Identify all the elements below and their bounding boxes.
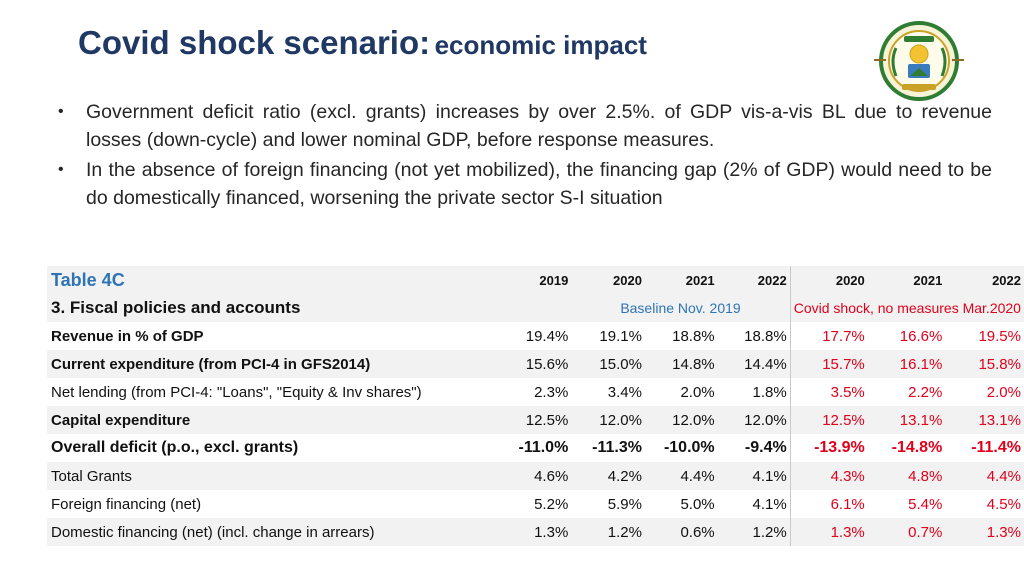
cell: 0.7% xyxy=(867,518,946,546)
cell: 2.0% xyxy=(986,383,1021,401)
cell: 1.2% xyxy=(717,518,791,546)
cell: 2.0% xyxy=(680,383,715,401)
year-header: 2020 xyxy=(789,266,868,294)
cell: -14.8% xyxy=(891,439,943,456)
cell: 4.2% xyxy=(571,462,645,490)
cell: 15.7% xyxy=(789,350,868,378)
cell: 4.6% xyxy=(497,462,572,490)
row-label: Domestic financing (net) (incl. change i… xyxy=(47,518,498,546)
table-row: Capital expenditure 12.5% 12.0% 12.0% 12… xyxy=(47,406,1024,434)
cell: -11.0% xyxy=(518,439,569,456)
cell: 16.6% xyxy=(899,327,943,345)
cell: 2.2% xyxy=(908,383,943,401)
cell: 1.2% xyxy=(571,518,645,546)
cell: 6.1% xyxy=(789,490,868,518)
cell: 4.1% xyxy=(717,462,791,490)
table-header-row: Table 4C 2019 2020 2021 2022 2020 2021 2… xyxy=(47,266,1024,294)
cell: -11.4% xyxy=(971,439,1021,456)
slide-title-main: Covid shock scenario: xyxy=(78,24,431,61)
cell: 17.7% xyxy=(789,322,868,350)
bullet-dot-icon: • xyxy=(58,161,64,178)
baseline-label: Baseline Nov. 2019 xyxy=(571,294,791,322)
bullet-item: • In the absence of foreign financing (n… xyxy=(52,156,992,212)
row-label: Foreign financing (net) xyxy=(51,495,202,513)
cell: 12.0% xyxy=(571,406,645,434)
bullet-text: In the absence of foreign financing (not… xyxy=(86,159,992,209)
table-row: Foreign financing (net) 5.2% 5.9% 5.0% 4… xyxy=(47,490,1024,518)
row-label: Capital expenditure xyxy=(47,406,498,434)
bullet-dot-icon: • xyxy=(58,103,64,120)
cell: 3.5% xyxy=(789,378,868,406)
cell: 4.4% xyxy=(945,462,1024,490)
bullet-list: • Government deficit ratio (excl. grants… xyxy=(52,98,992,214)
cell: 19.1% xyxy=(599,327,642,345)
cell: -11.3% xyxy=(592,439,642,456)
table-section-row: 3. Fiscal policies and accounts Baseline… xyxy=(47,294,1024,322)
cell: 1.3% xyxy=(497,518,572,546)
rwanda-coat-of-arms-icon xyxy=(874,21,964,101)
section-label: 3. Fiscal policies and accounts xyxy=(47,294,498,322)
cell: 1.3% xyxy=(789,518,868,546)
slide-title-sub: economic impact xyxy=(434,30,647,60)
cell: 1.3% xyxy=(945,518,1024,546)
year-header: 2019 xyxy=(497,266,572,294)
fiscal-table: Table 4C 2019 2020 2021 2022 2020 2021 2… xyxy=(47,266,1024,546)
cell: 4.5% xyxy=(986,495,1021,513)
cell: 13.1% xyxy=(945,406,1024,434)
cell: 5.4% xyxy=(908,495,943,513)
cell: 19.4% xyxy=(525,327,569,345)
table-row: Overall deficit (p.o., excl. grants) -11… xyxy=(47,434,1024,462)
year-header: 2022 xyxy=(945,266,1024,294)
cell: 5.9% xyxy=(607,495,642,513)
cell: 15.6% xyxy=(497,350,572,378)
cell: 0.6% xyxy=(644,518,718,546)
row-label: Revenue in % of GDP xyxy=(51,327,204,345)
cell: 14.4% xyxy=(717,350,791,378)
bullet-text: Government deficit ratio (excl. grants) … xyxy=(86,101,992,151)
cell: 4.1% xyxy=(752,495,787,513)
cell: 12.5% xyxy=(789,406,868,434)
year-header: 2021 xyxy=(644,266,718,294)
table-row: Net lending (from PCI-4: "Loans", "Equit… xyxy=(47,378,1024,406)
cell: 18.8% xyxy=(744,327,787,345)
cell: 4.3% xyxy=(789,462,868,490)
table-row: Domestic financing (net) (incl. change i… xyxy=(47,518,1024,546)
cell: 13.1% xyxy=(867,406,946,434)
cell: 19.5% xyxy=(978,327,1021,345)
cell: 2.3% xyxy=(534,383,569,401)
cell: 5.0% xyxy=(680,495,715,513)
table-row: Current expenditure (from PCI-4 in GFS20… xyxy=(47,350,1024,378)
cell: 1.8% xyxy=(752,383,787,401)
cell: 14.8% xyxy=(644,350,718,378)
cell: -10.0% xyxy=(663,439,715,456)
table-row: Revenue in % of GDP 19.4% 19.1% 18.8% 18… xyxy=(47,322,1024,350)
cell: 18.8% xyxy=(672,327,715,345)
cell: -13.9% xyxy=(789,434,868,462)
cell: 16.1% xyxy=(867,350,946,378)
cell: 5.2% xyxy=(534,495,569,513)
row-label: Overall deficit (p.o., excl. grants) xyxy=(51,439,299,456)
cell: 15.0% xyxy=(571,350,645,378)
cell: 12.5% xyxy=(497,406,572,434)
row-label: Current expenditure (from PCI-4 in GFS20… xyxy=(47,350,498,378)
year-header: 2020 xyxy=(571,266,645,294)
row-label: Total Grants xyxy=(47,462,498,490)
row-label: Net lending (from PCI-4: "Loans", "Equit… xyxy=(51,383,422,401)
table-row: Total Grants 4.6% 4.2% 4.4% 4.1% 4.3% 4.… xyxy=(47,462,1024,490)
cell: 4.4% xyxy=(644,462,718,490)
slide-title: Covid shock scenario: economic impact xyxy=(78,24,647,62)
cell: 12.0% xyxy=(644,406,718,434)
year-header: 2021 xyxy=(867,266,946,294)
bullet-item: • Government deficit ratio (excl. grants… xyxy=(52,98,992,154)
cell: 15.8% xyxy=(945,350,1024,378)
table-title: Table 4C xyxy=(47,266,498,294)
cell: -9.4% xyxy=(744,439,787,456)
shock-label: Covid shock, no measures Mar.2020 xyxy=(789,294,1024,322)
cell: 12.0% xyxy=(717,406,791,434)
cell: 4.8% xyxy=(867,462,946,490)
cell: 3.4% xyxy=(607,383,642,401)
year-header: 2022 xyxy=(717,266,791,294)
